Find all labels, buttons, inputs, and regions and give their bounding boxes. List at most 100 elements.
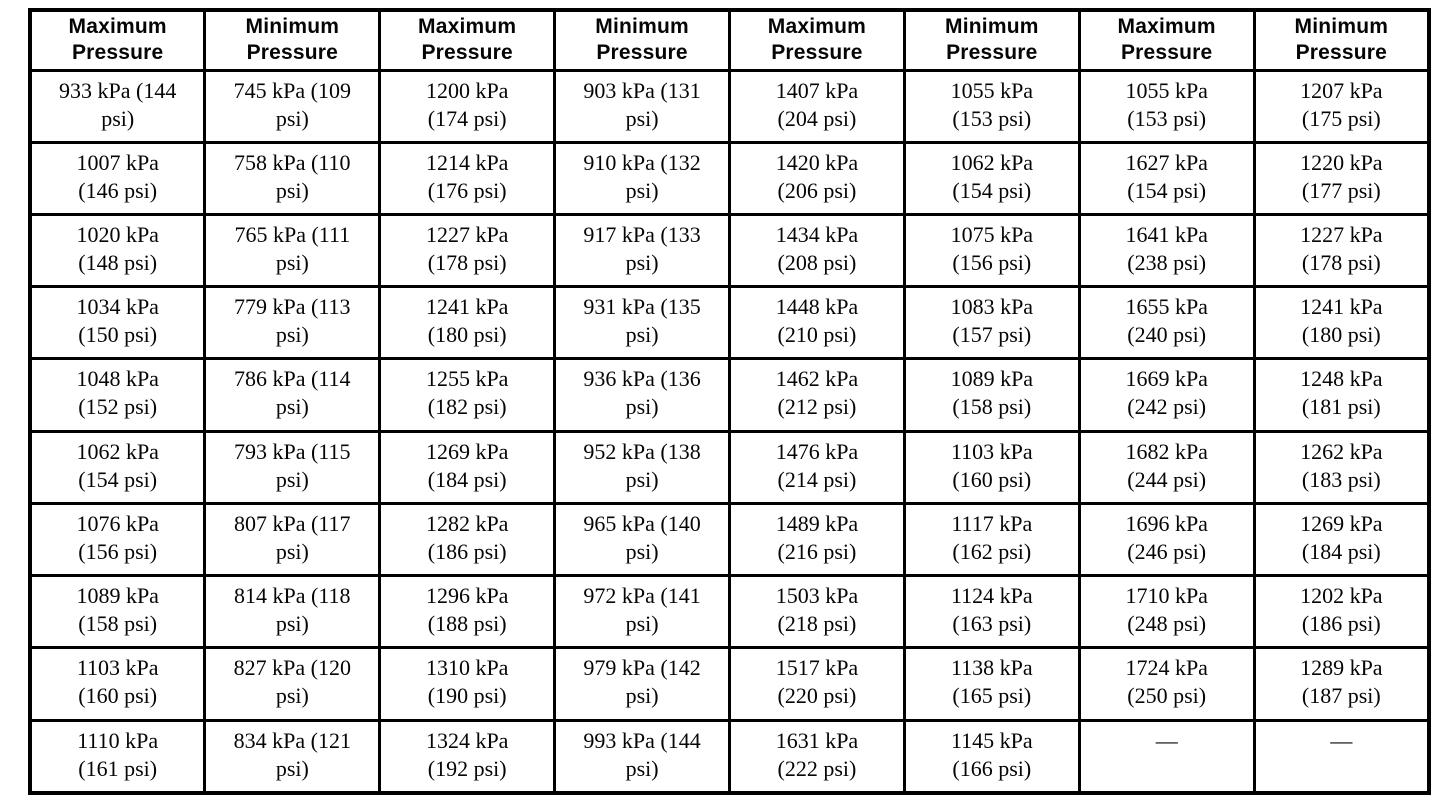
table-cell: 910 kPa (132 psi) (553, 140, 731, 216)
table-cell: 1476 kPa (214 psi) (728, 429, 906, 505)
table-cell: 1724 kPa (250 psi) (1077, 646, 1256, 722)
table-row: 1007 kPa (146 psi) 758 kPa (110 psi) 1214 … (28, 140, 1431, 216)
column-header: Minimum Pressure (553, 8, 731, 72)
column-header: Maximum Pressure (1077, 8, 1256, 72)
table-cell: 1655 kPa (240 psi) (1077, 285, 1256, 361)
table-cell: 1448 kPa (210 psi) (728, 285, 906, 361)
column-header: Maximum Pressure (28, 8, 207, 72)
table-cell: 827 kPa (120 psi) (203, 646, 382, 722)
table-cell: 1241 kPa (180 psi) (378, 285, 557, 361)
column-header: Minimum Pressure (1252, 8, 1431, 72)
table-cell: 1214 kPa (176 psi) (378, 140, 557, 216)
table-cell: 1227 kPa (178 psi) (378, 212, 557, 289)
table-cell: 1462 kPa (212 psi) (728, 357, 906, 433)
table-cell: 1103 kPa (160 psi) (902, 429, 1081, 505)
table-cell: 1083 kPa (157 psi) (902, 285, 1081, 361)
table-cell: 1407 kPa (204 psi) (728, 68, 906, 144)
table-cell: 807 kPa (117 psi) (203, 501, 382, 578)
table-row: 1089 kPa (158 psi) 814 kPa (118 psi) 1296 … (28, 574, 1431, 650)
table-cell: 1103 kPa (160 psi) (28, 646, 207, 722)
table-cell: 1627 kPa (154 psi) (1077, 140, 1256, 216)
table-cell: 1669 kPa (242 psi) (1077, 357, 1256, 433)
table-cell: 1207 kPa (175 psi) (1252, 68, 1431, 144)
table-cell: 1124 kPa (163 psi) (902, 574, 1081, 650)
table-cell: 1062 kPa (154 psi) (902, 140, 1081, 216)
table-row: 1076 kPa (156 psi) 807 kPa (117 psi) 1282 … (28, 501, 1431, 578)
table-cell: 933 kPa (144 psi) (28, 68, 207, 144)
table-cell: 952 kPa (138 psi) (553, 429, 731, 505)
table-cell: 793 kPa (115 psi) (203, 429, 382, 505)
table-cell: 1310 kPa (190 psi) (378, 646, 557, 722)
table-cell: 1055 kPa (153 psi) (1077, 68, 1256, 144)
table-cell: 1048 kPa (152 psi) (28, 357, 207, 433)
table-cell: 1076 kPa (156 psi) (28, 501, 207, 578)
table-cell: 1289 kPa (187 psi) (1252, 646, 1431, 722)
table-cell: 834 kPa (121 psi) (203, 718, 382, 795)
table-cell: 993 kPa (144 psi) (553, 718, 731, 795)
table-cell: 1682 kPa (244 psi) (1077, 429, 1256, 505)
table-cell: 1241 kPa (180 psi) (1252, 285, 1431, 361)
table-row: 1048 kPa (152 psi) 786 kPa (114 psi) 1255 … (28, 357, 1431, 433)
table-cell: 1117 kPa (162 psi) (902, 501, 1081, 578)
table-row: 1062 kPa (154 psi) 793 kPa (115 psi) 1269 … (28, 429, 1431, 505)
table-cell: 1503 kPa (218 psi) (728, 574, 906, 650)
table-cell: — (1252, 718, 1431, 795)
table-cell: 779 kPa (113 psi) (203, 285, 382, 361)
table-cell: 1138 kPa (165 psi) (902, 646, 1081, 722)
table-cell: 965 kPa (140 psi) (553, 501, 731, 578)
table-cell: 1034 kPa (150 psi) (28, 285, 207, 361)
table-row: 933 kPa (144 psi) 745 kPa (109 psi) 1200 k… (28, 68, 1431, 144)
table-cell: 903 kPa (131 psi) (553, 68, 731, 144)
table-cell: 1641 kPa (238 psi) (1077, 212, 1256, 289)
table-cell: 1089 kPa (158 psi) (902, 357, 1081, 433)
column-header: Maximum Pressure (378, 8, 557, 72)
table-cell: 814 kPa (118 psi) (203, 574, 382, 650)
table-cell: 1255 kPa (182 psi) (378, 357, 557, 433)
table-cell: 972 kPa (141 psi) (553, 574, 731, 650)
table-cell: 745 kPa (109 psi) (203, 68, 382, 144)
table-cell: 1145 kPa (166 psi) (902, 718, 1081, 795)
table-cell: 936 kPa (136 psi) (553, 357, 731, 433)
table-cell: — (1077, 718, 1256, 795)
table-cell: 1055 kPa (153 psi) (902, 68, 1081, 144)
table-cell: 1062 kPa (154 psi) (28, 429, 207, 505)
table-cell: 1227 kPa (178 psi) (1252, 212, 1431, 289)
header-row: Maximum Pressure Minimum Pressure Maximum … (28, 8, 1431, 72)
table-cell: 1089 kPa (158 psi) (28, 574, 207, 650)
table-cell: 1324 kPa (192 psi) (378, 718, 557, 795)
table-cell: 1200 kPa (174 psi) (378, 68, 557, 144)
table-cell: 1007 kPa (146 psi) (28, 140, 207, 216)
table-cell: 1269 kPa (184 psi) (1252, 501, 1431, 578)
table-row: 1020 kPa (148 psi) 765 kPa (111 psi) 1227 … (28, 212, 1431, 289)
table-cell: 1202 kPa (186 psi) (1252, 574, 1431, 650)
table-cell: 1696 kPa (246 psi) (1077, 501, 1256, 578)
table-cell: 1296 kPa (188 psi) (378, 574, 557, 650)
table-row: 1110 kPa (161 psi) 834 kPa (121 psi) 1324 … (28, 718, 1431, 795)
table-cell: 1420 kPa (206 psi) (728, 140, 906, 216)
table-cell: 979 kPa (142 psi) (553, 646, 731, 722)
pressure-table: Maximum Pressure Minimum Pressure Maximum … (28, 8, 1431, 795)
table-cell: 1710 kPa (248 psi) (1077, 574, 1256, 650)
table-cell: 1517 kPa (220 psi) (728, 646, 906, 722)
table-cell: 1434 kPa (208 psi) (728, 212, 906, 289)
table-cell: 1220 kPa (177 psi) (1252, 140, 1431, 216)
table-cell: 786 kPa (114 psi) (203, 357, 382, 433)
column-header: Maximum Pressure (728, 8, 906, 72)
table-cell: 765 kPa (111 psi) (203, 212, 382, 289)
table-row: 1034 kPa (150 psi) 779 kPa (113 psi) 1241 … (28, 285, 1431, 361)
table-cell: 1262 kPa (183 psi) (1252, 429, 1431, 505)
table-cell: 1269 kPa (184 psi) (378, 429, 557, 505)
table-cell: 1248 kPa (181 psi) (1252, 357, 1431, 433)
column-header: Minimum Pressure (203, 8, 382, 72)
table-cell: 931 kPa (135 psi) (553, 285, 731, 361)
table-cell: 1020 kPa (148 psi) (28, 212, 207, 289)
table-cell: 1110 kPa (161 psi) (28, 718, 207, 795)
table-cell: 758 kPa (110 psi) (203, 140, 382, 216)
table-cell: 1631 kPa (222 psi) (728, 718, 906, 795)
table-cell: 1489 kPa (216 psi) (728, 501, 906, 578)
table-row: 1103 kPa (160 psi) 827 kPa (120 psi) 1310 … (28, 646, 1431, 722)
column-header: Minimum Pressure (902, 8, 1081, 72)
table-cell: 1075 kPa (156 psi) (902, 212, 1081, 289)
table-cell: 1282 kPa (186 psi) (378, 501, 557, 578)
